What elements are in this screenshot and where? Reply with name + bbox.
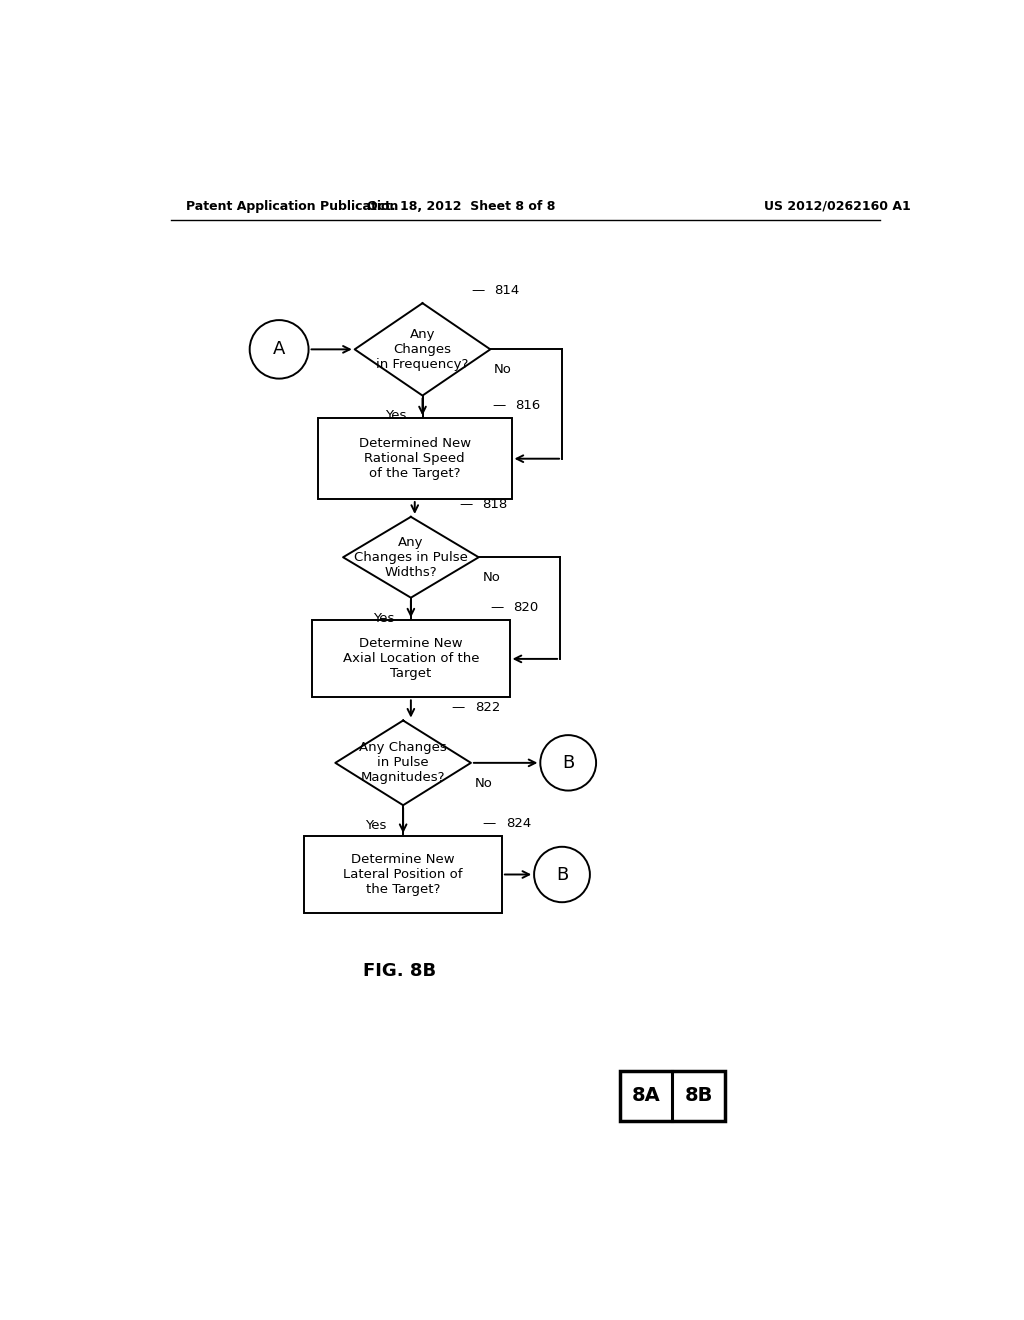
Text: B: B	[562, 754, 574, 772]
Text: —: —	[482, 817, 496, 830]
Text: Any Changes
in Pulse
Magnitudes?: Any Changes in Pulse Magnitudes?	[359, 742, 447, 784]
Bar	[621, 1071, 725, 1121]
Text: 8A: 8A	[632, 1086, 660, 1105]
Text: Yes: Yes	[373, 611, 394, 624]
Text: —: —	[452, 701, 465, 714]
Text: Yes: Yes	[366, 818, 387, 832]
Text: 824: 824	[506, 817, 531, 830]
Text: No: No	[482, 572, 501, 585]
Text: 8B: 8B	[684, 1086, 713, 1105]
Text: —: —	[493, 399, 506, 412]
Text: Oct. 18, 2012  Sheet 8 of 8: Oct. 18, 2012 Sheet 8 of 8	[367, 199, 555, 213]
Text: 820: 820	[514, 601, 539, 614]
Text: Any
Changes
in Frequency?: Any Changes in Frequency?	[376, 327, 469, 371]
Text: —: —	[490, 601, 504, 614]
Bar	[317, 418, 512, 499]
Text: No: No	[475, 776, 493, 789]
Text: FIG. 8B: FIG. 8B	[362, 962, 436, 979]
Text: A: A	[273, 341, 286, 358]
Text: US 2012/0262160 A1: US 2012/0262160 A1	[764, 199, 910, 213]
Text: Any
Changes in Pulse
Widths?: Any Changes in Pulse Widths?	[354, 536, 468, 578]
Text: Determine New
Lateral Position of
the Target?: Determine New Lateral Position of the Ta…	[343, 853, 463, 896]
Text: B: B	[556, 866, 568, 883]
Text: Yes: Yes	[385, 409, 407, 422]
Text: —: —	[471, 284, 484, 297]
Text: 822: 822	[475, 701, 500, 714]
Text: 818: 818	[482, 498, 508, 511]
Text: —: —	[459, 498, 472, 511]
Text: Determined New
Rational Speed
of the Target?: Determined New Rational Speed of the Tar…	[358, 437, 471, 480]
Bar	[312, 620, 510, 697]
Text: Determine New
Axial Location of the
Target: Determine New Axial Location of the Targ…	[343, 638, 479, 680]
Bar	[304, 836, 502, 913]
Text: 816: 816	[515, 399, 541, 412]
Text: No: No	[495, 363, 512, 376]
Text: Patent Application Publication: Patent Application Publication	[186, 199, 398, 213]
Text: 814: 814	[495, 284, 519, 297]
